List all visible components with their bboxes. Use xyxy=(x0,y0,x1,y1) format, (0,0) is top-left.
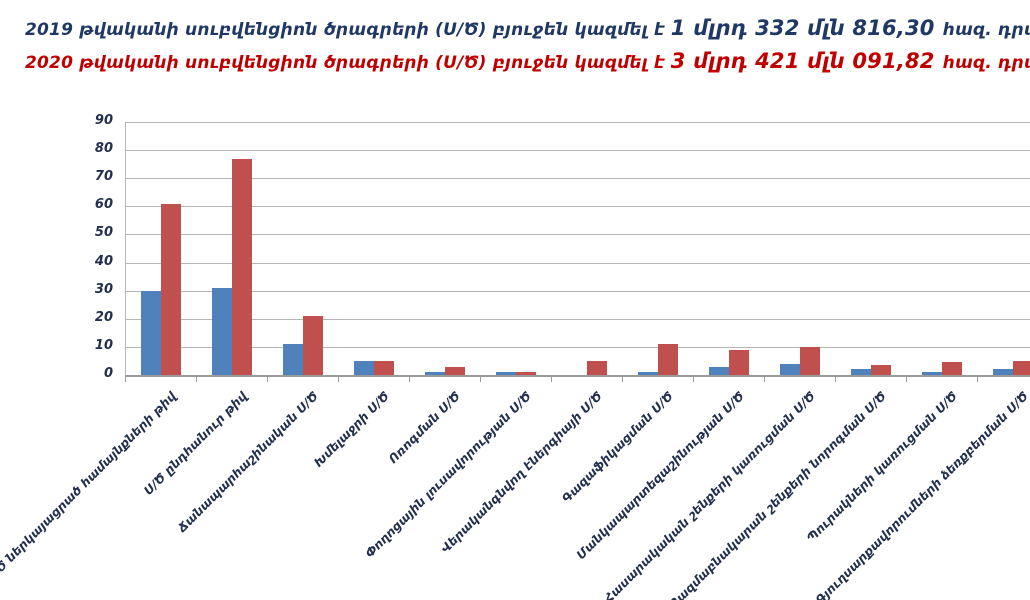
y-axis-tick-label: 50 xyxy=(94,225,113,241)
title-2020-unit: հազ. դրամ xyxy=(942,53,1030,73)
x-axis-tick xyxy=(338,377,339,382)
bar-2020 xyxy=(373,360,394,375)
gridline xyxy=(125,150,1030,152)
bar-2019 xyxy=(637,372,658,375)
bar-2019 xyxy=(211,287,232,375)
gridline xyxy=(125,234,1030,236)
y-axis-tick-label: 90 xyxy=(94,113,113,128)
x-axis-tick xyxy=(693,377,694,382)
x-axis-tick xyxy=(267,377,268,382)
bar-2019 xyxy=(140,290,161,375)
y-axis-tick-label: 70 xyxy=(94,169,113,185)
y-axis-tick-label: 20 xyxy=(94,309,113,325)
x-axis-tick xyxy=(906,377,907,382)
title-2020: 2020 թվականի սուբվենցիոն ծրագրերի (Ս/Ծ) … xyxy=(25,46,1030,79)
x-axis-tick xyxy=(480,377,481,382)
x-axis-tick xyxy=(764,377,765,382)
x-category-label: Գյուղսարքավորումների ձեռքբերման Ս/Ծ xyxy=(812,389,1030,600)
title-2019-amount: 1 մլրդ 332 մլն 816,30 xyxy=(670,16,935,40)
bar-2020 xyxy=(728,349,749,375)
x-axis-tick xyxy=(977,377,978,382)
bar-2019 xyxy=(495,372,516,375)
gridline xyxy=(125,122,1030,123)
gridline xyxy=(125,206,1030,208)
bar-2020 xyxy=(160,203,181,375)
x-axis-tick xyxy=(409,377,410,382)
bar-2020 xyxy=(941,362,962,375)
gridline xyxy=(125,346,1030,348)
chart-header: 2019 թվականի սուբվենցիոն ծրագրերի (Ս/Ծ) … xyxy=(25,13,1030,79)
title-2020-amount: 3 մլրդ 421 մլն 091,82 xyxy=(670,49,935,73)
title-2019-text: 2019 թվականի սուբվենցիոն ծրագրերի (Ս/Ծ) … xyxy=(25,20,665,40)
bar-2020 xyxy=(302,316,323,375)
bar-2020 xyxy=(799,346,820,375)
x-axis-tick xyxy=(125,377,126,382)
x-axis-tick xyxy=(551,377,552,382)
gridline xyxy=(125,290,1030,292)
x-axis xyxy=(125,375,1030,377)
x-axis-tick xyxy=(835,377,836,382)
bar-2020 xyxy=(586,360,607,375)
y-axis-tick-label: 10 xyxy=(94,337,113,353)
y-axis-tick-label: 40 xyxy=(94,253,113,269)
bar-2020 xyxy=(515,372,536,375)
bar-2019 xyxy=(708,366,729,375)
bar-2020 xyxy=(870,365,891,375)
gridline xyxy=(125,318,1030,320)
title-2019: 2019 թվականի սուբվենցիոն ծրագրերի (Ս/Ծ) … xyxy=(25,13,1030,46)
bar-2019 xyxy=(779,363,800,375)
bar-2020 xyxy=(1012,360,1030,375)
y-axis xyxy=(125,122,126,380)
y-axis-tick-label: 30 xyxy=(94,281,113,297)
title-2020-text: 2020 թվականի սուբվենցիոն ծրագրերի (Ս/Ծ) … xyxy=(25,53,665,73)
bar-2019 xyxy=(353,360,374,375)
y-axis-tick-label: 0 xyxy=(103,366,113,381)
bar-2020 xyxy=(231,158,252,375)
y-axis-tick-label: 80 xyxy=(94,141,113,157)
bar-2019 xyxy=(282,344,303,375)
bar-2020 xyxy=(657,344,678,375)
x-axis-tick xyxy=(622,377,623,382)
bar-2019 xyxy=(850,369,871,375)
bar-2020 xyxy=(444,366,465,375)
y-axis-tick-label: 60 xyxy=(94,197,113,213)
bar-2019 xyxy=(424,372,445,375)
title-2019-unit: հազ. դրամ xyxy=(942,20,1030,40)
gridline xyxy=(125,178,1030,180)
bar-2019 xyxy=(992,369,1013,375)
gridline xyxy=(125,262,1030,264)
bar-2019 xyxy=(921,372,942,375)
x-axis-tick xyxy=(196,377,197,382)
